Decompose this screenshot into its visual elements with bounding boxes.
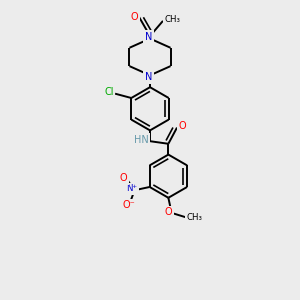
Text: O: O <box>165 207 172 217</box>
Text: CH₃: CH₃ <box>187 213 202 222</box>
Text: O: O <box>120 173 127 183</box>
Text: N: N <box>145 32 152 42</box>
Text: O: O <box>178 121 186 131</box>
Text: N: N <box>145 72 152 82</box>
Text: O⁻: O⁻ <box>122 200 135 210</box>
Text: N⁺: N⁺ <box>127 184 138 193</box>
Text: O: O <box>131 12 139 22</box>
Text: HN: HN <box>134 135 148 145</box>
Text: CH₃: CH₃ <box>165 15 181 24</box>
Text: Cl: Cl <box>104 88 114 98</box>
